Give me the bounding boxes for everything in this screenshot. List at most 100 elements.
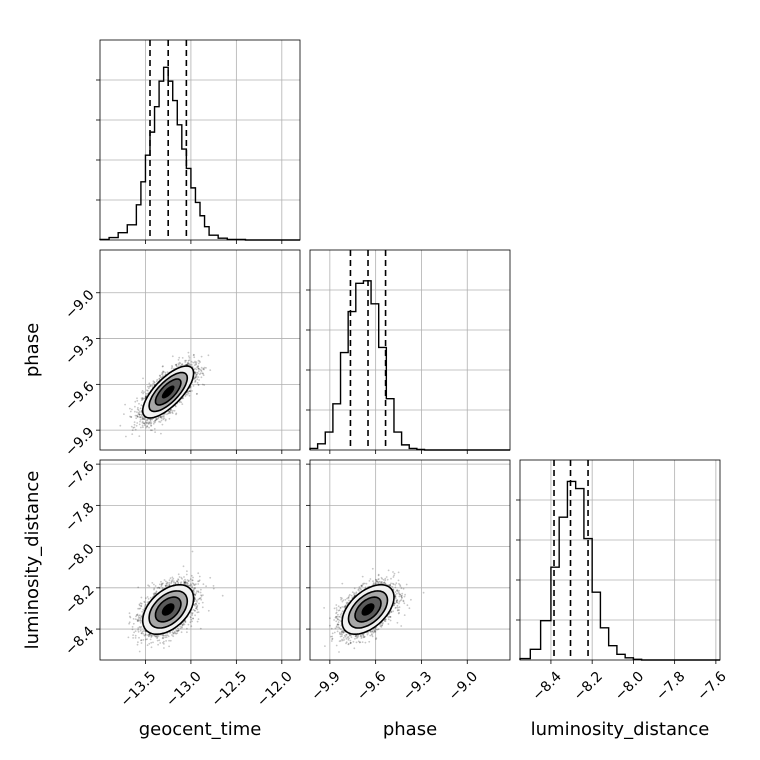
sample-point [171, 579, 174, 581]
sample-point [129, 410, 132, 413]
sample-point [159, 416, 162, 419]
sample-point [375, 578, 377, 581]
sample-point [397, 571, 400, 574]
sample-point [181, 623, 184, 626]
sample-point [201, 383, 204, 386]
sample-point [148, 422, 150, 425]
sample-point [184, 581, 187, 584]
sample-point [163, 640, 165, 643]
sample-point [197, 372, 199, 374]
x-tick-label: −13.0 [163, 669, 205, 711]
sample-point [189, 584, 191, 587]
sample-point [372, 583, 375, 586]
sample-point [193, 603, 196, 606]
sample-point [197, 367, 200, 369]
sample-point [396, 590, 399, 593]
sample-point [167, 412, 170, 415]
sample-point [369, 634, 372, 637]
sample-point [390, 577, 392, 580]
sample-point [349, 642, 352, 645]
sample-point [149, 422, 152, 425]
sample-point [195, 376, 198, 378]
sample-point [205, 367, 207, 369]
sample-point [337, 626, 340, 629]
x-tick-label: −8.4 [529, 669, 564, 704]
histogram-luminosity_distance [519, 480, 720, 661]
sample-point [166, 371, 169, 374]
sample-point [384, 582, 386, 585]
sample-point [168, 412, 170, 415]
sample-point [181, 624, 184, 626]
sample-point [398, 606, 401, 609]
sample-point [158, 639, 161, 642]
sample-point [186, 363, 189, 366]
sample-point [389, 616, 392, 618]
sample-point [398, 583, 400, 585]
sample-point [137, 630, 140, 633]
sample-point [186, 579, 189, 581]
sample-point [198, 579, 201, 582]
sample-point [186, 581, 189, 584]
sample-point [156, 639, 159, 642]
sample-point [337, 623, 339, 626]
sample-point [137, 413, 140, 415]
sample-point [373, 630, 376, 633]
sample-point [192, 617, 194, 620]
sample-point [377, 582, 380, 584]
sample-point [139, 420, 141, 423]
sample-point [197, 580, 199, 583]
sample-point [171, 355, 174, 358]
sample-point [192, 385, 195, 387]
sample-point [365, 582, 368, 585]
sample-point [143, 424, 146, 427]
sample-point [133, 426, 136, 429]
sample-point [335, 616, 338, 618]
sample-point [337, 605, 340, 608]
sample-point [341, 597, 343, 600]
sample-point [333, 607, 336, 610]
sample-point [336, 617, 338, 620]
contour-fill-0.5sigma [161, 603, 175, 616]
sample-point [198, 379, 201, 381]
x-tick-label: −9.9 [308, 669, 343, 704]
sample-point [136, 399, 139, 402]
sample-point [394, 594, 397, 596]
sample-point [197, 384, 200, 386]
sample-point [134, 400, 137, 403]
y-tick-label: −8.0 [62, 541, 97, 576]
sample-point [335, 625, 338, 628]
sample-point [160, 584, 163, 586]
sample-point [369, 630, 372, 633]
sample-point [146, 644, 149, 647]
sample-point [198, 597, 201, 600]
sample-point [375, 628, 378, 631]
sample-point [171, 580, 173, 583]
sample-point [164, 413, 167, 415]
sample-point [348, 637, 350, 640]
sample-point [148, 633, 151, 636]
sample-point [165, 582, 168, 585]
sample-point [147, 387, 150, 390]
sample-point [143, 397, 145, 400]
sample-point [380, 582, 383, 585]
sample-point [145, 392, 148, 395]
sample-point [196, 611, 199, 614]
sample-point [194, 614, 197, 617]
sample-point [169, 639, 172, 642]
sample-point [184, 395, 187, 398]
sample-point [138, 410, 141, 413]
sample-point [155, 417, 158, 420]
sample-point [387, 623, 390, 625]
sample-point [194, 367, 197, 370]
sample-point [136, 643, 139, 646]
panel-frame [519, 459, 721, 661]
sample-point [177, 359, 180, 361]
sample-point [348, 595, 350, 597]
sample-point [193, 591, 195, 593]
sample-point [154, 592, 157, 595]
sample-point [178, 576, 181, 578]
sample-point [140, 411, 143, 414]
sample-point [197, 370, 200, 372]
sample-point [392, 576, 395, 578]
sample-point [380, 626, 383, 628]
